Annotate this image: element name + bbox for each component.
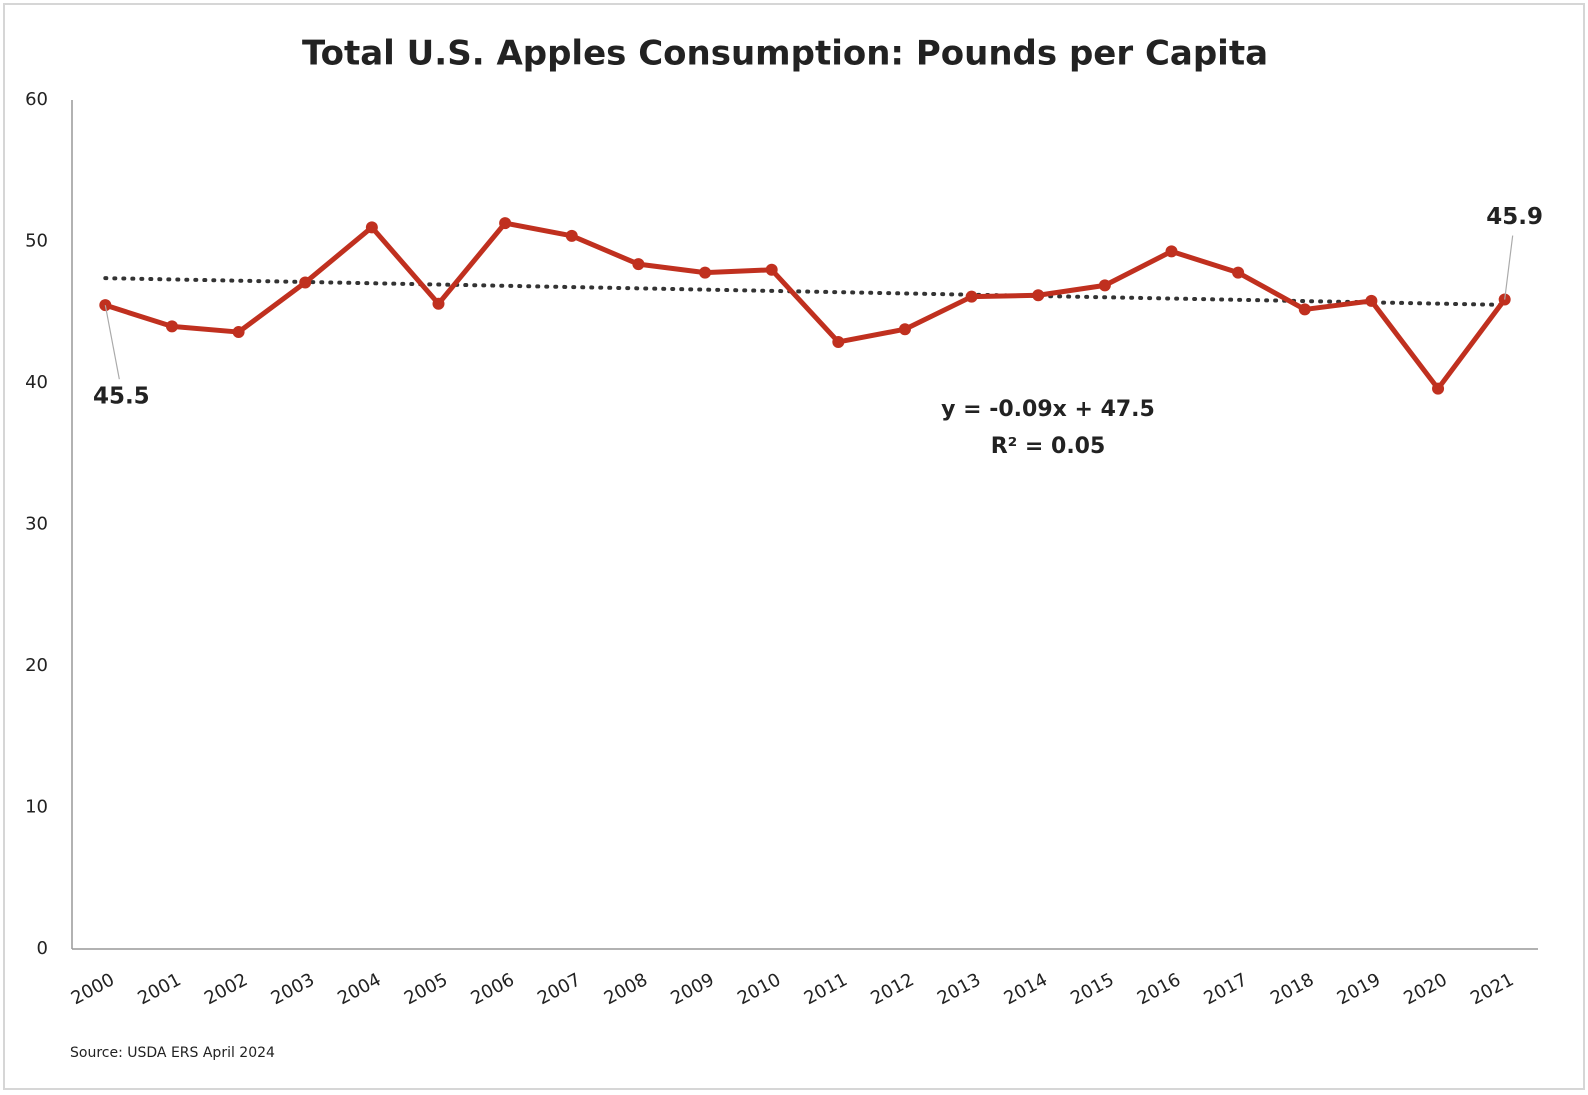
y-tick-label: 20: [25, 655, 48, 676]
data-line: [104, 220, 1507, 392]
label-leader: [1504, 235, 1514, 300]
y-tick-label: 10: [25, 797, 48, 818]
data-point: [1365, 294, 1378, 307]
trend-r-squared: R² = 0.05: [991, 434, 1106, 459]
data-point: [1165, 245, 1178, 258]
data-point: [765, 263, 778, 276]
data-point: [232, 326, 245, 339]
y-tick-label: 0: [37, 938, 48, 959]
chart-frame: [3, 3, 1585, 1090]
data-point: [832, 335, 845, 348]
y-tick-label: 30: [25, 514, 48, 535]
data-point: [1232, 266, 1245, 279]
data-point: [365, 221, 378, 234]
data-point: [1032, 289, 1045, 302]
label-leader: [104, 305, 120, 380]
data-label: 45.9: [1486, 204, 1543, 230]
data-point: [632, 258, 645, 271]
data-point: [299, 276, 312, 289]
chart-title: Total U.S. Apples Consumption: Pounds pe…: [302, 34, 1268, 74]
trendline: [103, 276, 1507, 307]
data-point: [898, 323, 911, 336]
data-point: [565, 229, 578, 242]
data-point: [165, 320, 178, 333]
data-point: [1098, 279, 1111, 292]
data-label: 45.5: [93, 384, 150, 410]
y-tick-label: 60: [25, 89, 48, 110]
y-tick-label: 40: [25, 372, 48, 393]
data-point: [432, 297, 445, 310]
data-point: [965, 290, 978, 303]
source-note: Source: USDA ERS April 2024: [70, 1045, 275, 1061]
data-point: [499, 217, 512, 230]
data-point: [1432, 382, 1445, 395]
trend-equation: y = -0.09x + 47.5: [941, 397, 1155, 422]
y-tick-label: 50: [25, 231, 48, 252]
data-point: [1298, 303, 1311, 316]
data-point: [699, 266, 712, 279]
